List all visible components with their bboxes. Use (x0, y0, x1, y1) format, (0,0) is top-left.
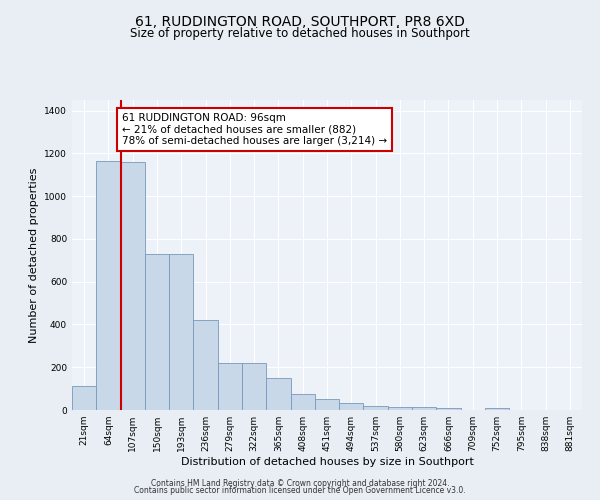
Bar (145, 254, 169, 410)
Bar (315, 400, 339, 410)
Bar (218, 363, 242, 410)
Bar (242, 363, 266, 410)
Text: Contains public sector information licensed under the Open Government Licence v3: Contains public sector information licen… (134, 486, 466, 495)
Bar (169, 254, 193, 410)
Bar (364, 406, 388, 410)
Text: Size of property relative to detached houses in Southport: Size of property relative to detached ho… (130, 28, 470, 40)
Text: Contains HM Land Registry data © Crown copyright and database right 2024.: Contains HM Land Registry data © Crown c… (151, 478, 449, 488)
Bar (485, 408, 509, 410)
Bar (193, 320, 218, 410)
Y-axis label: Number of detached properties: Number of detached properties (29, 168, 38, 342)
Bar (72, 386, 96, 410)
Text: 61 RUDDINGTON ROAD: 96sqm
← 21% of detached houses are smaller (882)
78% of semi: 61 RUDDINGTON ROAD: 96sqm ← 21% of detac… (122, 113, 387, 146)
X-axis label: Distribution of detached houses by size in Southport: Distribution of detached houses by size … (181, 457, 473, 467)
Bar (266, 378, 290, 410)
Bar (388, 407, 412, 410)
Bar (290, 394, 315, 410)
Bar (412, 407, 436, 410)
Bar (339, 402, 364, 410)
Bar (121, 162, 145, 410)
Bar (436, 408, 461, 410)
Bar (96, 161, 121, 410)
Text: 61, RUDDINGTON ROAD, SOUTHPORT, PR8 6XD: 61, RUDDINGTON ROAD, SOUTHPORT, PR8 6XD (135, 15, 465, 29)
